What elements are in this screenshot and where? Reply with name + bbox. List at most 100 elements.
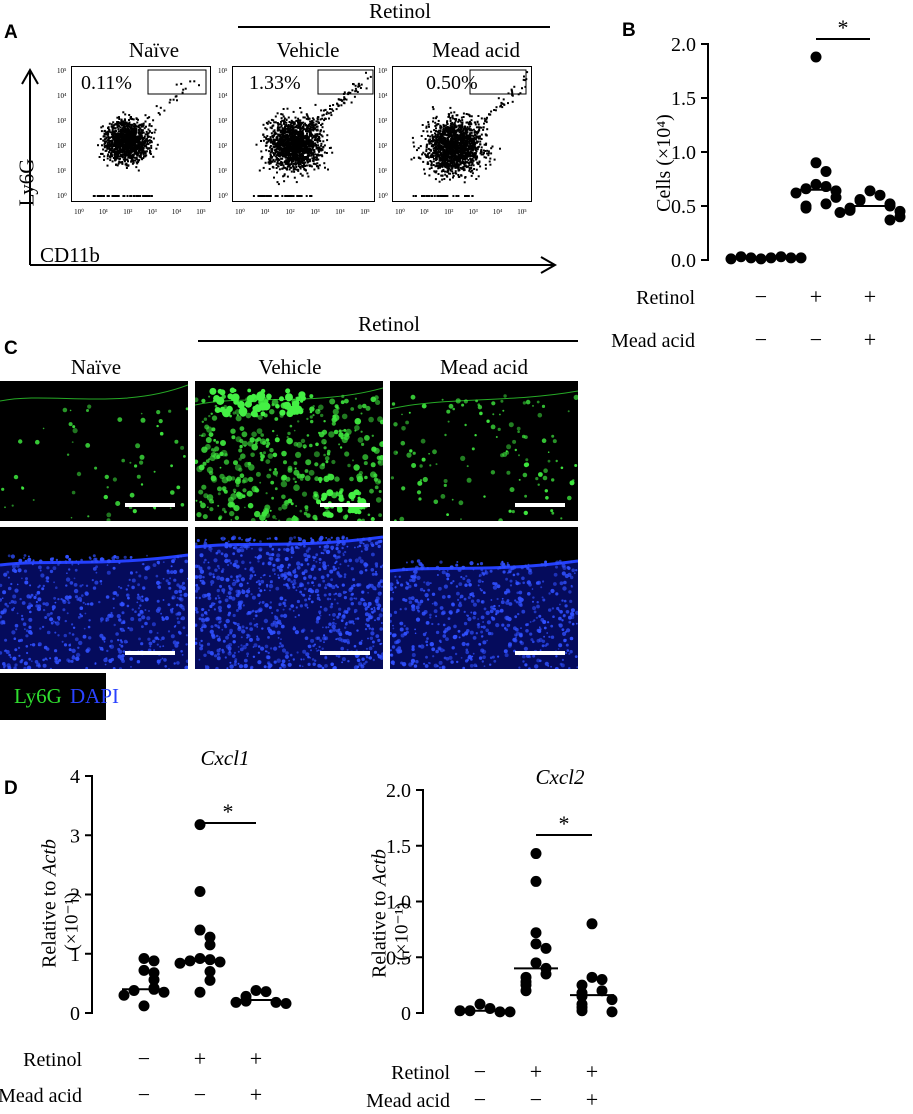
flow-x-tick: 10⁵ — [196, 208, 206, 216]
data-point — [194, 886, 206, 898]
condition-sign: − — [530, 1087, 542, 1112]
flow-y-tick: 10³ — [218, 117, 228, 125]
y-tick-label: 0.5 — [671, 196, 696, 218]
flow-axes — [21, 67, 558, 274]
y-tick-label: 0 — [70, 1003, 80, 1025]
data-point — [800, 202, 812, 214]
y-tick-label: 1.5 — [386, 836, 411, 858]
y-tick-label: 0.5 — [386, 947, 411, 969]
flow-title-naive: Naïve — [128, 38, 180, 62]
flow-x-tick: 10¹ — [99, 208, 108, 216]
data-point — [520, 985, 532, 997]
condition-sign: + — [586, 1059, 598, 1084]
condition-sign: − — [138, 1046, 150, 1071]
flow-y-tick: 10³ — [57, 117, 67, 125]
y-tick-label: 1.5 — [671, 88, 696, 110]
flow-x-tick: 10³ — [148, 208, 157, 216]
scale-bar — [125, 651, 175, 655]
panel-label-b: B — [622, 20, 636, 41]
flow-gate — [469, 69, 527, 95]
data-point — [204, 939, 216, 951]
data-point — [735, 251, 747, 263]
data-point — [586, 918, 598, 930]
data-point — [204, 974, 216, 986]
condition-sign: + — [810, 284, 822, 309]
data-point — [576, 1005, 588, 1017]
flow-y-tick: 10⁵ — [378, 67, 388, 75]
data-point — [240, 995, 252, 1007]
flow-y-tick: 10² — [218, 142, 228, 150]
data-point — [230, 996, 242, 1008]
data-point — [174, 957, 186, 969]
condition-sign: − — [755, 327, 767, 352]
condition-sign: + — [864, 284, 876, 309]
flow-y-tick: 10⁵ — [57, 67, 67, 75]
condition-sign: + — [864, 327, 876, 352]
flow-x-tick: 10¹ — [260, 208, 269, 216]
flow-y-tick: 10¹ — [218, 167, 228, 175]
data-point — [755, 253, 767, 265]
data-point — [194, 986, 206, 998]
flow-x-tick: 10³ — [310, 208, 319, 216]
data-point — [810, 157, 822, 169]
flow-x-tick: 10⁴ — [172, 208, 182, 216]
data-point — [884, 214, 896, 226]
panel-label-c: C — [4, 338, 18, 359]
chart-b: Cells (×10⁴) 0.0 0.5 1.0 1.5 2.0 * Retinol − + + Me… — [611, 15, 906, 352]
condition-row-label: Mead acid — [366, 1090, 450, 1112]
condition-sign: + — [250, 1046, 262, 1071]
scale-bar — [515, 651, 565, 655]
condition-sign: + — [194, 1046, 206, 1071]
data-point — [606, 994, 618, 1006]
flow-y-axis-label: Ly6G — [14, 158, 39, 207]
condition-sign: − — [474, 1059, 486, 1084]
condition-sign: + — [250, 1082, 262, 1107]
data-point — [596, 974, 608, 986]
flow-x-tick: 10⁴ — [493, 208, 503, 216]
flow-x-tick: 10⁰ — [74, 208, 84, 216]
data-point — [280, 998, 292, 1010]
condition-row-label: Retinol — [636, 287, 695, 309]
flow-x-tick: 10⁵ — [517, 208, 527, 216]
flow-y-tick: 10⁴ — [218, 92, 228, 100]
panel-label-a: A — [4, 22, 18, 43]
condition-row-label: Mead acid — [0, 1085, 82, 1107]
data-point — [118, 989, 130, 1001]
micro-group-label: Retinol — [358, 312, 420, 336]
condition-sign: − — [810, 327, 822, 352]
flow-y-tick: 10¹ — [57, 167, 67, 175]
flow-gate — [147, 69, 207, 95]
legend-ly6g: Ly6G — [14, 684, 62, 708]
y-tick-label: 1.0 — [386, 892, 411, 914]
scale-bar — [125, 503, 175, 507]
flow-x-tick: 10⁴ — [335, 208, 345, 216]
flow-x-axis-label: CD11b — [40, 243, 100, 267]
scale-bar — [515, 503, 565, 507]
data-point — [474, 998, 486, 1010]
y-tick-label: 0.0 — [671, 250, 696, 272]
condition-sign: + — [530, 1059, 542, 1084]
flow-x-tick: 10⁰ — [395, 208, 405, 216]
data-point — [260, 986, 272, 998]
data-point — [540, 942, 552, 954]
y-tick-label: 1.0 — [671, 142, 696, 164]
data-point — [834, 206, 846, 218]
data-point — [830, 191, 842, 203]
flow-x-tick: 10⁰ — [235, 208, 245, 216]
data-point — [194, 819, 206, 831]
flow-y-tick: 10⁴ — [57, 92, 67, 100]
flow-plot-mead: 10⁰ 10¹ 10² 10³ 10⁴ 10⁵ 0.50% 10⁰ 10¹ 10² 10³ 10⁴… — [378, 66, 532, 216]
data-point — [138, 1000, 150, 1012]
flow-y-tick: 10² — [378, 142, 388, 150]
flow-percent-vehicle: 1.33% — [249, 72, 301, 94]
y-tick-label: 1 — [70, 944, 80, 966]
micrograph-dapi-naive — [0, 527, 188, 669]
data-point — [540, 968, 552, 980]
data-point — [775, 251, 787, 263]
micro-title-mead: Mead acid — [439, 355, 529, 379]
scale-bar — [320, 503, 370, 507]
flow-group-bar — [238, 26, 550, 28]
data-point — [194, 952, 206, 964]
flow-plot-vehicle: 10⁰ 10¹ 10² 10³ 10⁴ 10⁵ 1.33% 10⁰ 10¹ 10² 10³ 10⁴… — [218, 66, 375, 216]
data-point — [270, 996, 282, 1008]
